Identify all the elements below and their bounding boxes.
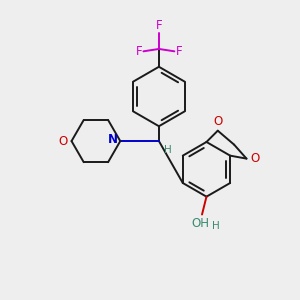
Text: F: F bbox=[156, 19, 162, 32]
Text: H: H bbox=[164, 145, 172, 155]
Text: O: O bbox=[250, 152, 259, 165]
Text: O: O bbox=[59, 135, 68, 148]
Text: N: N bbox=[108, 133, 118, 146]
Text: F: F bbox=[136, 45, 142, 58]
Text: O: O bbox=[214, 115, 223, 128]
Text: OH: OH bbox=[191, 218, 209, 230]
Text: H: H bbox=[212, 221, 220, 231]
Text: F: F bbox=[176, 45, 182, 58]
